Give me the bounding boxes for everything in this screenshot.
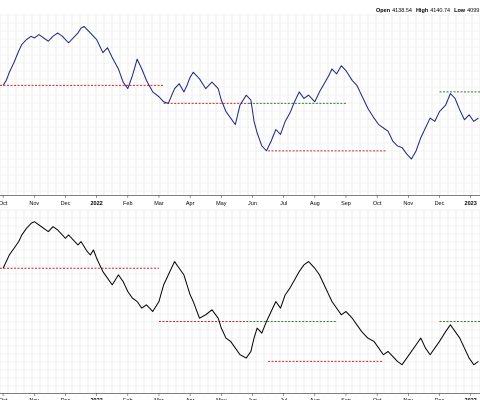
x-tick-label: Dec bbox=[435, 398, 445, 400]
x-tick-label: 2023 bbox=[465, 201, 477, 207]
ohlc-label-high: High bbox=[416, 8, 429, 14]
ohlc-label-low: Low bbox=[454, 8, 466, 14]
x-tick-label: May bbox=[216, 201, 227, 207]
x-tick-label: Dec bbox=[435, 201, 445, 207]
grid-bottom bbox=[0, 209, 480, 393]
x-tick-label: Jul bbox=[280, 398, 287, 400]
x-tick-label: Dec bbox=[61, 201, 71, 207]
ohlc-label-open: Open bbox=[376, 8, 391, 14]
ohlc-value-open: 4138.54 bbox=[392, 8, 412, 14]
x-tick-label: Feb bbox=[123, 201, 132, 207]
x-tick-label: Aug bbox=[310, 201, 320, 207]
x-tick-label: Dec bbox=[61, 398, 71, 400]
x-tick-label: Nov bbox=[29, 398, 39, 400]
x-tick-label: May bbox=[216, 398, 227, 400]
x-tick-label: Mar bbox=[154, 201, 164, 207]
x-tick-label: Nov bbox=[403, 398, 413, 400]
x-tick-label: Mar bbox=[154, 398, 164, 400]
x-tick-label: Sep bbox=[341, 201, 351, 207]
price-panel-bottom: Oct Nov Dec 2022 Feb Mar Apr May Jun Jul Aug Sep Oct… bbox=[0, 209, 480, 400]
x-tick-label: Oct bbox=[373, 201, 382, 207]
grid-top bbox=[0, 14, 480, 195]
price-line-top bbox=[2, 25, 479, 160]
x-tick-label: Jul bbox=[280, 201, 287, 207]
x-tick-label: Apr bbox=[186, 201, 195, 207]
x-tick-label: Oct bbox=[0, 398, 8, 400]
x-tick-label: Aug bbox=[310, 398, 320, 400]
x-tick-label: 2022 bbox=[90, 201, 102, 207]
x-tick-label: Feb bbox=[123, 398, 132, 400]
x-tick-label: Sep bbox=[341, 398, 351, 400]
x-tick-label: 2023 bbox=[465, 398, 477, 400]
x-tick-label: Jun bbox=[248, 398, 257, 400]
x-tick-label: Jun bbox=[248, 201, 257, 207]
ohlc-value-low: 4099.1 bbox=[467, 8, 480, 14]
x-tick-label: Nov bbox=[29, 201, 39, 207]
x-tick-label: Apr bbox=[186, 398, 195, 400]
x-tick-label: Oct bbox=[0, 201, 8, 207]
x-tick-label: Oct bbox=[373, 398, 382, 400]
x-tick-label: Nov bbox=[403, 201, 413, 207]
price-line-bottom bbox=[2, 221, 479, 366]
ohlc-value-high: 4140.74 bbox=[430, 8, 450, 14]
x-tick-label: 2022 bbox=[90, 398, 102, 400]
price-panel-top: Oct Nov Dec 2022 Feb Mar Apr May Jun Jul Aug Sep Oct… bbox=[0, 14, 480, 207]
